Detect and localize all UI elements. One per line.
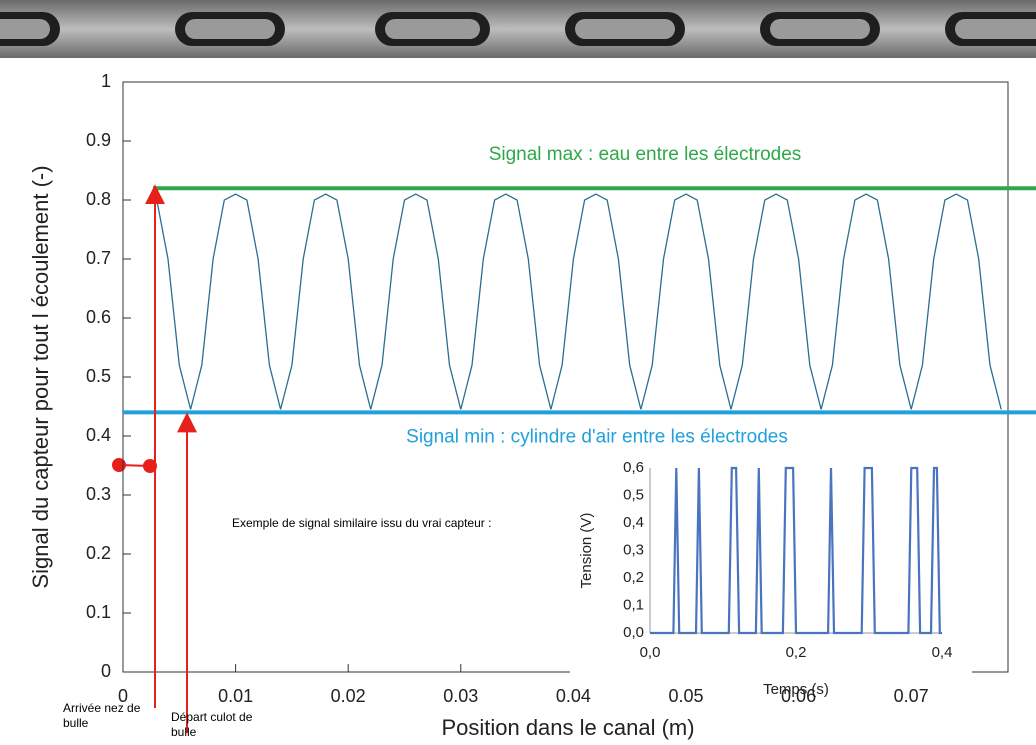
y-axis-label: Signal du capteur pour tout l écoulement… bbox=[28, 165, 53, 588]
x-tick-label: 0 bbox=[118, 686, 128, 706]
bubble-annotation bbox=[112, 458, 157, 473]
y-tick-label: 0.7 bbox=[86, 248, 111, 268]
y-axis-label: Tension (V) bbox=[578, 513, 595, 589]
inset-title: Exemple de signal similaire issu du vrai… bbox=[232, 516, 491, 530]
annotation: Départ culot de bulle bbox=[171, 710, 253, 739]
x-tick-label: 0.05 bbox=[668, 686, 703, 706]
x-tick-label: 0.03 bbox=[443, 686, 478, 706]
x-tick-label: 0.02 bbox=[331, 686, 366, 706]
x-tick-label: 0,0 bbox=[640, 644, 661, 661]
annotation-box: Arrivée nez de bulle bbox=[63, 701, 141, 730]
y-tick-label: 0.8 bbox=[86, 189, 111, 209]
annotation-box: Départ culot de bulle bbox=[171, 710, 253, 739]
x-tick-label: 0,2 bbox=[786, 644, 807, 661]
y-tick-label: 0.6 bbox=[86, 307, 111, 327]
y-tick-label: 0.1 bbox=[86, 602, 111, 622]
y-tick-label: 0.9 bbox=[86, 130, 111, 150]
y-tick-label: 0,1 bbox=[623, 596, 644, 613]
x-tick-label: 0.07 bbox=[894, 686, 929, 706]
y-tick-label: 0,6 bbox=[623, 459, 644, 476]
x-tick-label: 0.01 bbox=[218, 686, 253, 706]
y-tick-label: 0.2 bbox=[86, 543, 111, 563]
x-axis-label: Temps (s) bbox=[763, 681, 829, 698]
x-tick-label: 0.06 bbox=[781, 686, 816, 706]
y-tick-label: 0,0 bbox=[623, 624, 644, 641]
reference-label: Signal max : eau entre les électrodes bbox=[489, 144, 802, 165]
y-tick-label: 0,2 bbox=[623, 569, 644, 586]
bubble-strip bbox=[0, 0, 1036, 58]
y-tick-label: 0.5 bbox=[86, 366, 111, 386]
y-tick-label: 0.3 bbox=[86, 484, 111, 504]
data-line bbox=[156, 193, 1002, 410]
data-line bbox=[650, 466, 942, 635]
inset-background bbox=[570, 456, 972, 676]
y-tick-label: 0.4 bbox=[86, 425, 111, 445]
x-axis-label: Position dans le canal (m) bbox=[441, 715, 694, 740]
x-tick-label: 0,4 bbox=[932, 644, 953, 661]
y-tick-label: 0,5 bbox=[623, 486, 644, 503]
reference-label: Signal min : cylindre d'air entre les él… bbox=[406, 426, 788, 447]
annotation: Arrivée nez de bulle bbox=[63, 701, 141, 730]
y-tick-label: 0,3 bbox=[623, 541, 644, 558]
y-tick-label: 0,4 bbox=[623, 514, 644, 531]
y-tick-label: 0 bbox=[101, 661, 111, 681]
y-tick-label: 1 bbox=[101, 71, 111, 91]
x-tick-label: 0.04 bbox=[556, 686, 591, 706]
